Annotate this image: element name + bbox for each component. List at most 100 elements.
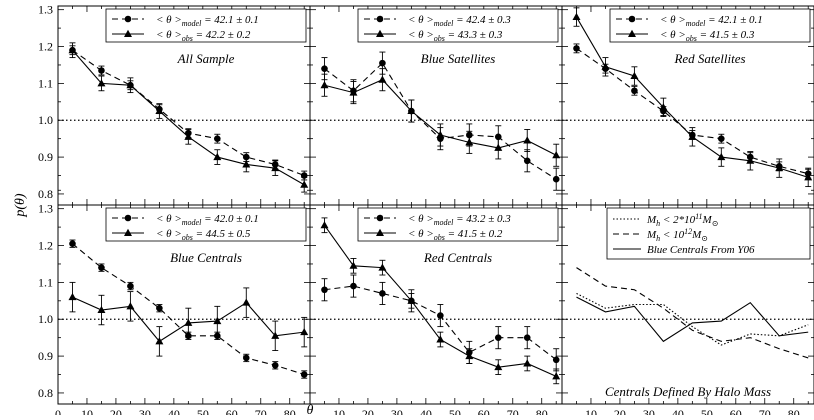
data-point-triangle — [68, 292, 77, 301]
data-point-triangle — [300, 180, 309, 188]
legend-marker-circle — [376, 214, 384, 222]
data-point-triangle — [523, 136, 532, 144]
data-point-circle — [69, 240, 76, 247]
x-tick-label: 60 — [226, 407, 238, 415]
data-point-circle — [242, 354, 250, 362]
legend-label: < θ >obs = 43.3 ± 0.3 — [408, 29, 503, 43]
data-point-circle — [552, 356, 560, 364]
legend-label: Mh < 1012M⊙ — [646, 227, 708, 243]
panel-frame — [561, 204, 814, 405]
y-tick-label: 1.3 — [38, 202, 53, 216]
data-point-circle — [98, 67, 105, 74]
data-point-circle — [552, 175, 560, 183]
x-tick-label: 20 — [362, 407, 374, 415]
data-point-circle — [271, 362, 279, 369]
y-tick-label: 1.1 — [38, 275, 53, 289]
y-tick-label: 1.3 — [38, 3, 53, 17]
legend-label: < θ >obs = 42.2 ± 0.2 — [156, 29, 251, 43]
data-point-triangle — [155, 106, 164, 115]
y-tick-label: 0.8 — [38, 187, 53, 201]
legend-label: < θ >model = 42.4 ± 0.3 — [408, 14, 511, 28]
data-point-triangle — [746, 156, 755, 164]
data-point-triangle — [97, 305, 106, 314]
data-point-triangle — [465, 351, 474, 360]
data-point-triangle — [494, 143, 503, 151]
y-tick-label: 0.9 — [38, 349, 53, 363]
y-tick-label: 1.0 — [38, 113, 53, 127]
data-point-triangle — [97, 79, 106, 87]
panel-4: 10 20 30 40 50 60 70 80 < θ >model = 43.2 ± 0.3<… — [309, 189, 563, 420]
panel-title: Blue Satellites — [421, 51, 496, 66]
data-point-triangle — [349, 261, 358, 269]
data-point-triangle — [523, 359, 532, 367]
data-point-triangle — [659, 103, 668, 111]
x-tick-label: 50 — [701, 407, 713, 415]
x-tick-label: 10 — [585, 407, 597, 415]
data-point-triangle — [601, 62, 610, 70]
data-point-triangle — [494, 362, 503, 371]
series-line-2 — [576, 296, 809, 343]
data-point-circle — [379, 59, 386, 67]
x-tick-label: 30 — [391, 407, 403, 415]
legend-label: < θ >model = 43.2 ± 0.3 — [408, 213, 511, 227]
series-line-0 — [72, 49, 305, 177]
legend-marker-triangle — [124, 228, 132, 236]
legend-label: < θ >obs = 41.5 ± 0.3 — [660, 29, 755, 43]
legend-marker-triangle — [628, 29, 636, 37]
panel-title: All Sample — [177, 51, 235, 66]
x-tick-label: 30 — [139, 407, 151, 415]
x-tick-label: 20 — [110, 407, 122, 415]
x-tick-label: 50 — [449, 407, 461, 415]
panel-title: Red Centrals — [423, 250, 492, 265]
x-tick-label: 80 — [536, 407, 548, 415]
data-point-circle — [573, 45, 580, 52]
legend-label: < θ >obs = 41.5 ± 0.2 — [408, 228, 503, 242]
data-point-triangle — [572, 12, 581, 21]
data-point-circle — [523, 334, 531, 341]
x-tick-label: 40 — [420, 407, 432, 415]
data-point-triangle — [465, 138, 474, 146]
legend-box — [357, 207, 559, 242]
panel-1: < θ >model = 42.4 ± 0.3< θ >obs = 43.3 ±… — [309, 5, 563, 206]
legend-box — [609, 8, 811, 43]
x-tick-label: 10 — [333, 407, 345, 415]
data-point-triangle — [775, 163, 784, 172]
legend-marker-triangle — [376, 29, 384, 37]
data-point-circle — [98, 264, 105, 271]
y-tick-label: 1.1 — [38, 76, 53, 90]
x-tick-label: 20 — [614, 407, 626, 415]
data-point-triangle — [271, 331, 280, 339]
x-tick-label: 40 — [672, 407, 684, 415]
data-point-triangle — [184, 318, 193, 326]
y-tick-label: 1.2 — [38, 40, 53, 54]
legend-box — [105, 8, 307, 43]
data-point-triangle — [126, 302, 135, 310]
legend-marker-circle — [124, 214, 132, 222]
data-point-triangle — [155, 337, 164, 345]
legend-label: < θ >model = 42.1 ± 0.1 — [156, 14, 259, 28]
data-point-triangle — [378, 263, 387, 271]
legend-label: < θ >model = 42.0 ± 0.1 — [156, 213, 259, 227]
data-point-triangle — [242, 298, 251, 306]
series-line-0 — [576, 292, 809, 346]
panel-5: 10 20 30 40 50 60 70 80 Mh < 2*1011M⊙Mh < 1012M⊙… — [561, 189, 814, 420]
data-point-triangle — [378, 75, 387, 83]
panel-0: 0.8 0.9 1.0 1.1 1.2 1.3 < θ >model = 42.1 ± 0.… — [38, 3, 311, 206]
legend-marker-triangle — [124, 29, 132, 37]
x-tick-label: 70 — [507, 407, 519, 415]
series-line-0 — [72, 243, 305, 376]
y-tick-label: 0.8 — [38, 386, 53, 400]
y-tick-label: 1.2 — [38, 239, 53, 253]
x-tick-label: 80 — [284, 407, 296, 415]
data-point-triangle — [184, 132, 193, 140]
data-point-triangle — [688, 132, 697, 140]
data-point-triangle — [126, 81, 135, 89]
data-point-circle — [523, 157, 531, 165]
data-point-triangle — [552, 372, 561, 380]
data-point-triangle — [68, 46, 77, 54]
legend-box — [357, 8, 559, 43]
data-point-circle — [379, 290, 386, 297]
legend-marker-circle — [124, 15, 132, 23]
legend-box — [105, 207, 307, 242]
